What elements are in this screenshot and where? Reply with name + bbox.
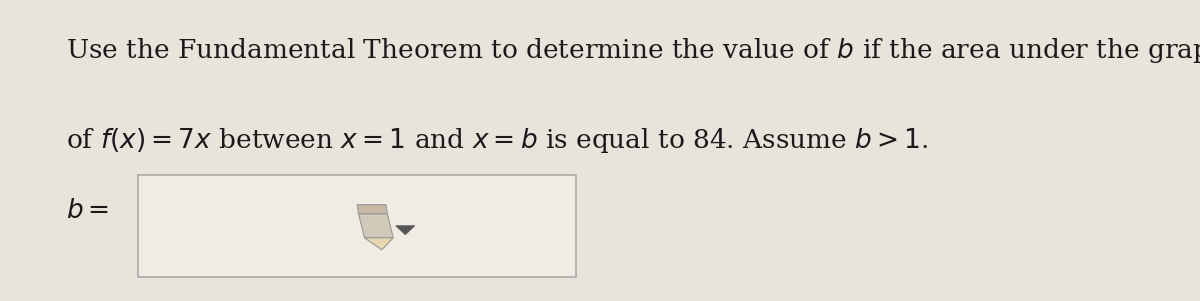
Polygon shape — [358, 205, 388, 214]
Text: $b =$: $b =$ — [66, 198, 109, 223]
FancyBboxPatch shape — [138, 175, 576, 277]
Polygon shape — [396, 226, 415, 235]
Polygon shape — [365, 238, 394, 250]
Text: of $f(x) = 7x$ between $x = 1$ and $x = b$ is equal to 84. Assume $b > 1$.: of $f(x) = 7x$ between $x = 1$ and $x = … — [66, 126, 929, 155]
Text: Use the Fundamental Theorem to determine the value of $b$ if the area under the : Use the Fundamental Theorem to determine… — [66, 36, 1200, 65]
Polygon shape — [359, 214, 394, 238]
